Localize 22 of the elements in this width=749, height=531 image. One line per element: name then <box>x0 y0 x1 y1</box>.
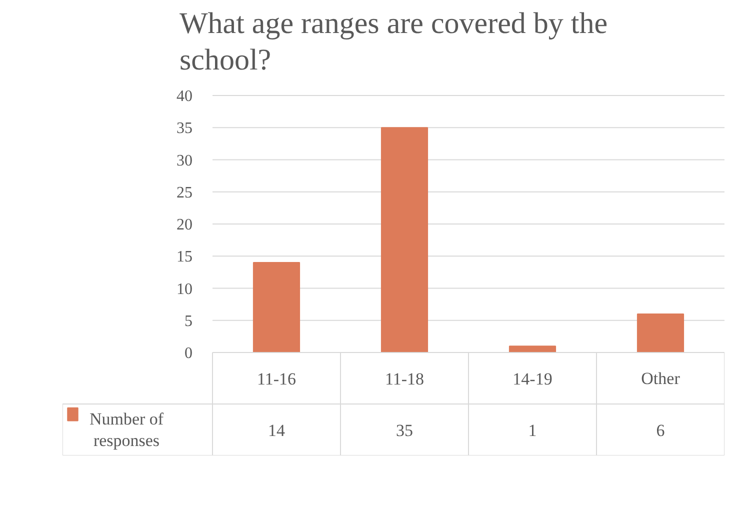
y-tick-label: 35 <box>176 120 192 138</box>
x-tick-label: 14-19 <box>512 369 552 388</box>
y-tick-label: 20 <box>176 216 192 234</box>
legend-label: Number of responses <box>89 409 164 450</box>
y-tick-label: 5 <box>184 312 192 330</box>
chart-title: What age ranges are covered by the school? <box>179 7 608 76</box>
x-tick-label: Other <box>641 368 680 388</box>
y-tick-label: 0 <box>184 345 192 362</box>
y-tick-label: 15 <box>176 248 192 266</box>
x-tick-label: 11-16 <box>256 369 296 388</box>
x-tick-label: 11-18 <box>384 369 424 388</box>
y-tick-label: 30 <box>176 152 192 170</box>
y-tick-label: 40 <box>176 88 192 105</box>
bar <box>636 313 684 353</box>
data-label: 1 <box>528 420 537 440</box>
bar <box>380 127 428 353</box>
y-tick-label: 25 <box>176 184 192 202</box>
data-label: 14 <box>268 420 286 440</box>
data-label: 35 <box>396 420 413 440</box>
y-tick-label: 10 <box>176 280 192 298</box>
bar <box>252 262 300 353</box>
data-label: 6 <box>656 420 665 440</box>
